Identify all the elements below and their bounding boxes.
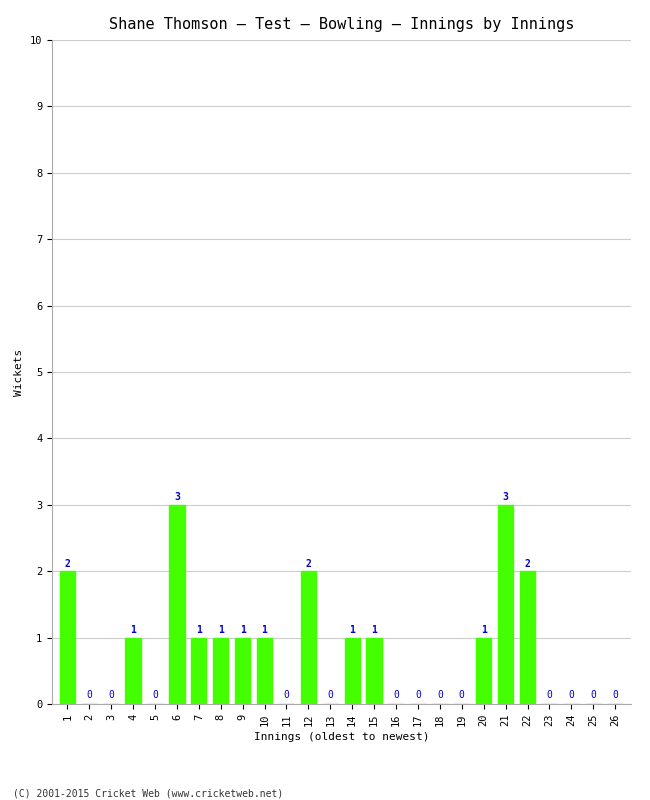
Bar [213, 638, 228, 704]
Bar [301, 571, 316, 704]
Text: 0: 0 [109, 690, 114, 700]
Y-axis label: Wickets: Wickets [14, 348, 24, 396]
Text: 3: 3 [174, 492, 180, 502]
Text: 1: 1 [196, 625, 202, 635]
Title: Shane Thomson – Test – Bowling – Innings by Innings: Shane Thomson – Test – Bowling – Innings… [109, 17, 574, 32]
Text: 1: 1 [130, 625, 136, 635]
Text: 0: 0 [415, 690, 421, 700]
Bar [367, 638, 382, 704]
Text: 0: 0 [568, 690, 574, 700]
Text: 1: 1 [240, 625, 246, 635]
Text: 0: 0 [152, 690, 158, 700]
Bar [498, 505, 514, 704]
Bar [257, 638, 272, 704]
Bar [60, 571, 75, 704]
Text: 2: 2 [64, 558, 70, 569]
Text: 0: 0 [590, 690, 596, 700]
Bar [169, 505, 185, 704]
Text: 1: 1 [349, 625, 355, 635]
Text: 0: 0 [283, 690, 289, 700]
Text: 3: 3 [502, 492, 508, 502]
Text: 2: 2 [525, 558, 530, 569]
Bar [520, 571, 535, 704]
Bar [235, 638, 250, 704]
Text: 0: 0 [86, 690, 92, 700]
Text: 1: 1 [481, 625, 487, 635]
Text: 1: 1 [261, 625, 268, 635]
Text: 0: 0 [612, 690, 618, 700]
Text: 0: 0 [437, 690, 443, 700]
Text: 0: 0 [459, 690, 465, 700]
Text: 0: 0 [393, 690, 399, 700]
Text: 0: 0 [328, 690, 333, 700]
Text: (C) 2001-2015 Cricket Web (www.cricketweb.net): (C) 2001-2015 Cricket Web (www.cricketwe… [13, 788, 283, 798]
Bar [476, 638, 491, 704]
Text: 1: 1 [218, 625, 224, 635]
X-axis label: Innings (oldest to newest): Innings (oldest to newest) [254, 732, 429, 742]
Text: 1: 1 [371, 625, 377, 635]
Bar [191, 638, 207, 704]
Text: 0: 0 [547, 690, 552, 700]
Text: 2: 2 [306, 558, 311, 569]
Bar [125, 638, 141, 704]
Bar [344, 638, 360, 704]
